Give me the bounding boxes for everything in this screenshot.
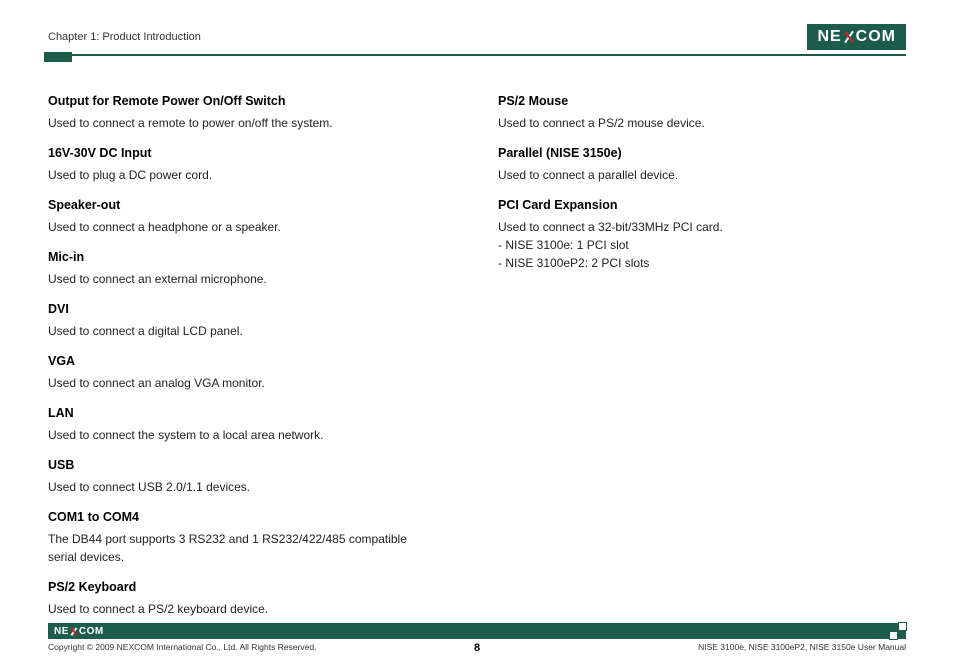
spec-title: DVI bbox=[48, 302, 438, 316]
spec-item: Speaker-out Used to connect a headphone o… bbox=[48, 198, 438, 236]
spec-desc: Used to connect a digital LCD panel. bbox=[48, 322, 438, 340]
footer-squares-icon bbox=[888, 623, 906, 639]
footer-logo-x-icon bbox=[70, 627, 78, 636]
spec-title: PS/2 Mouse bbox=[498, 94, 888, 108]
spec-title: COM1 to COM4 bbox=[48, 510, 438, 524]
content-area: Output for Remote Power On/Off Switch Use… bbox=[48, 94, 906, 618]
spec-title: Mic-in bbox=[48, 250, 438, 264]
spec-title: 16V-30V DC Input bbox=[48, 146, 438, 160]
spec-desc: Used to connect a headphone or a speaker… bbox=[48, 218, 438, 236]
spec-bullet: NISE 3100eP2: 2 PCI slots bbox=[498, 254, 888, 272]
spec-title: VGA bbox=[48, 354, 438, 368]
spec-desc: Used to connect an analog VGA monitor. bbox=[48, 374, 438, 392]
rule-tab bbox=[44, 52, 72, 62]
footer-text: Copyright © 2009 NEXCOM International Co… bbox=[48, 642, 906, 652]
rule-line bbox=[48, 54, 906, 56]
spec-desc: Used to connect an external microphone. bbox=[48, 270, 438, 288]
spec-item: PCI Card Expansion Used to connect a 32-b… bbox=[498, 198, 888, 272]
footer-logo: NE COM bbox=[54, 626, 104, 637]
spec-item: Parallel (NISE 3150e) Used to connect a p… bbox=[498, 146, 888, 184]
left-column: Output for Remote Power On/Off Switch Use… bbox=[48, 94, 438, 618]
spec-desc: Used to connect a parallel device. bbox=[498, 166, 888, 184]
spec-title: Speaker-out bbox=[48, 198, 438, 212]
spec-item: 16V-30V DC Input Used to plug a DC power … bbox=[48, 146, 438, 184]
page-number: 8 bbox=[474, 642, 480, 654]
footer-bar: NE COM bbox=[48, 623, 906, 639]
right-column: PS/2 Mouse Used to connect a PS/2 mouse d… bbox=[498, 94, 888, 618]
spec-desc: Used to connect the system to a local ar… bbox=[48, 426, 438, 444]
spec-item: USB Used to connect USB 2.0/1.1 devices. bbox=[48, 458, 438, 496]
footer-logo-post: COM bbox=[79, 626, 104, 637]
spec-title: Parallel (NISE 3150e) bbox=[498, 146, 888, 160]
document-title: NISE 3100e, NISE 3100eP2, NISE 3150e Use… bbox=[698, 642, 906, 652]
spec-item: DVI Used to connect a digital LCD panel. bbox=[48, 302, 438, 340]
chapter-title: Chapter 1: Product Introduction bbox=[48, 31, 201, 43]
spec-desc: Used to connect a remote to power on/off… bbox=[48, 114, 438, 132]
spec-desc: The DB44 port supports 3 RS232 and 1 RS2… bbox=[48, 530, 438, 566]
brand-logo: NE COM bbox=[807, 24, 906, 50]
spec-bullet: NISE 3100e: 1 PCI slot bbox=[498, 236, 888, 254]
spec-desc: Used to plug a DC power cord. bbox=[48, 166, 438, 184]
spec-desc: Used to connect a PS/2 mouse device. bbox=[498, 114, 888, 132]
spec-title: Output for Remote Power On/Off Switch bbox=[48, 94, 438, 108]
spec-bullets: NISE 3100e: 1 PCI slotNISE 3100eP2: 2 PC… bbox=[498, 236, 888, 272]
logo-text-post: COM bbox=[856, 28, 896, 46]
footer-logo-pre: NE bbox=[54, 626, 69, 637]
spec-title: PS/2 Keyboard bbox=[48, 580, 438, 594]
spec-desc: Used to connect a PS/2 keyboard device. bbox=[48, 600, 438, 618]
page-header: Chapter 1: Product Introduction NE COM bbox=[48, 24, 906, 50]
spec-item: Output for Remote Power On/Off Switch Use… bbox=[48, 94, 438, 132]
header-rule bbox=[48, 54, 906, 64]
spec-title: LAN bbox=[48, 406, 438, 420]
spec-desc: Used to connect a 32-bit/33MHz PCI card. bbox=[498, 218, 888, 236]
spec-item: PS/2 Mouse Used to connect a PS/2 mouse d… bbox=[498, 94, 888, 132]
copyright-text: Copyright © 2009 NEXCOM International Co… bbox=[48, 642, 316, 652]
spec-desc: Used to connect USB 2.0/1.1 devices. bbox=[48, 478, 438, 496]
spec-item: Mic-in Used to connect an external microp… bbox=[48, 250, 438, 288]
spec-title: PCI Card Expansion bbox=[498, 198, 888, 212]
spec-title: USB bbox=[48, 458, 438, 472]
page-footer: NE COM Copyright © 2009 NEXCOM Internati… bbox=[48, 623, 906, 652]
spec-item: VGA Used to connect an analog VGA monitor… bbox=[48, 354, 438, 392]
logo-x-icon bbox=[843, 30, 855, 44]
spec-item: PS/2 Keyboard Used to connect a PS/2 keyb… bbox=[48, 580, 438, 618]
spec-item: LAN Used to connect the system to a local… bbox=[48, 406, 438, 444]
logo-text-pre: NE bbox=[817, 28, 841, 46]
spec-item: COM1 to COM4 The DB44 port supports 3 RS2… bbox=[48, 510, 438, 566]
